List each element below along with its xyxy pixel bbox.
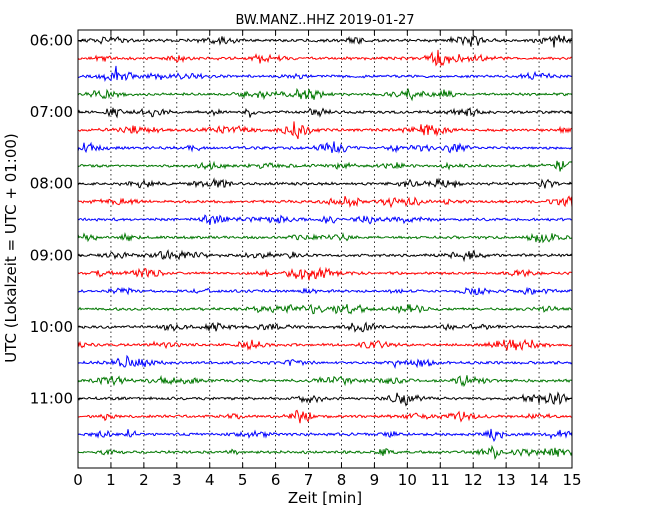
trace-0900 (77, 249, 573, 263)
x-tick-label: 14 (530, 471, 549, 489)
trace-1130 (77, 428, 573, 442)
trace-0730 (77, 141, 573, 154)
x-tick-label: 6 (271, 471, 281, 489)
trace-0800 (77, 177, 573, 189)
trace-0830 (77, 214, 573, 225)
y-tick-label: 07:00 (30, 103, 73, 121)
seismogram-traces (77, 34, 573, 460)
trace-0715 (77, 121, 573, 140)
trace-0945 (77, 303, 573, 315)
trace-1000 (77, 321, 573, 333)
x-tick-label: 0 (73, 471, 83, 489)
x-tick-label: 9 (370, 471, 380, 489)
x-axis-label: Zeit [min] (288, 489, 362, 507)
y-axis-label: UTC (Lokalzeit = UTC + 01:00) (2, 133, 20, 363)
x-tick-label: 7 (304, 471, 314, 489)
y-axis-ticks: 06:00 07:00 08:00 09:00 10:00 11:00 (30, 32, 572, 408)
trace-0630 (77, 65, 573, 83)
x-tick-label: 3 (172, 471, 182, 489)
trace-0745 (77, 160, 573, 172)
x-tick-label: 5 (238, 471, 248, 489)
y-tick-label: 08:00 (30, 175, 73, 193)
trace-1100 (77, 391, 573, 407)
trace-0645 (77, 87, 573, 102)
x-tick-label: 4 (205, 471, 215, 489)
trace-1015 (77, 338, 573, 352)
trace-0815 (77, 195, 573, 209)
y-tick-label: 10:00 (30, 318, 73, 336)
x-tick-label: 2 (139, 471, 149, 489)
trace-0615 (77, 49, 573, 67)
x-tick-label: 11 (431, 471, 450, 489)
x-tick-label: 12 (464, 471, 483, 489)
trace-1030 (77, 354, 573, 370)
x-axis-ticks: 0 1 2 3 4 5 6 7 8 9 10 11 12 13 14 15 (73, 30, 582, 489)
x-tick-label: 8 (337, 471, 347, 489)
x-tick-label: 13 (497, 471, 516, 489)
trace-0915 (77, 266, 573, 281)
trace-0845 (77, 231, 573, 244)
trace-1145 (77, 444, 573, 460)
trace-0930 (77, 286, 573, 296)
y-tick-label: 06:00 (30, 32, 73, 50)
trace-0600 (77, 34, 573, 48)
x-tick-label: 15 (562, 471, 581, 489)
chart-title: BW.MANZ..HHZ 2019-01-27 (235, 13, 414, 28)
trace-1045 (77, 374, 573, 388)
x-tick-label: 10 (398, 471, 417, 489)
x-tick-label: 1 (106, 471, 116, 489)
y-tick-label: 09:00 (30, 246, 73, 264)
plot-frame (77, 29, 573, 469)
y-tick-label: 11:00 (30, 390, 73, 408)
grid-lines (110, 30, 540, 468)
trace-1115 (77, 409, 573, 424)
trace-0700 (77, 107, 573, 119)
